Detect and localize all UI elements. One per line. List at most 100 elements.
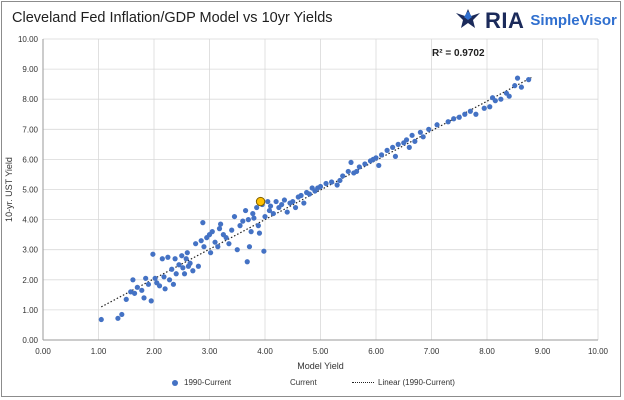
data-point	[156, 283, 163, 289]
data-point	[181, 271, 188, 277]
x-tick-labels: 0.00 1.00 2.00 3.00 4.00 5.00 6.00 7.00 8.00 9.00…	[35, 347, 608, 356]
data-point	[169, 266, 175, 272]
data-point	[152, 275, 158, 281]
data-point	[123, 296, 129, 302]
data-point	[139, 287, 145, 293]
legend-item-1990-current: 1990-Current	[172, 378, 231, 387]
data-point	[201, 244, 207, 250]
data-point	[395, 141, 401, 147]
data-point	[409, 132, 415, 138]
data-point	[223, 235, 229, 241]
data-point	[473, 111, 479, 117]
logo-subtext: SimpleVisor	[530, 12, 617, 29]
data-point	[384, 147, 390, 153]
data-point	[159, 256, 165, 262]
legend-label-linear: Linear (1990-Current)	[378, 378, 455, 387]
data-point	[244, 259, 250, 265]
data-point	[426, 126, 432, 132]
data-point	[518, 84, 525, 90]
data-point	[245, 217, 251, 223]
data-point	[392, 153, 399, 159]
current-point-group	[255, 196, 266, 207]
data-point	[234, 247, 240, 253]
y-tick-label: 10.00	[18, 35, 39, 44]
data-point	[226, 241, 232, 247]
data-point	[250, 210, 256, 217]
data-point	[403, 137, 410, 143]
data-point	[176, 262, 182, 268]
data-point	[323, 180, 329, 187]
data-point	[284, 209, 290, 215]
data-point	[170, 281, 177, 287]
data-point	[218, 221, 224, 227]
data-point	[150, 251, 156, 257]
data-point	[487, 104, 493, 110]
data-point	[378, 152, 385, 158]
x-tick-label: 4.00	[257, 347, 273, 356]
data-points	[98, 75, 532, 323]
data-point	[462, 111, 468, 117]
legend-label-series: 1990-Current	[184, 378, 232, 387]
data-point	[417, 129, 423, 135]
data-point	[279, 201, 285, 208]
x-tick-label: 0.00	[35, 347, 51, 356]
data-point	[208, 250, 214, 256]
data-point	[329, 179, 335, 185]
data-point	[514, 75, 521, 81]
eagle-icon	[455, 7, 481, 34]
data-point	[248, 229, 254, 235]
data-point	[216, 226, 223, 232]
data-point	[240, 218, 246, 224]
data-point	[166, 277, 173, 283]
data-point	[190, 268, 196, 274]
y-tick-label: 3.00	[22, 246, 38, 255]
r-squared-annotation: R² = 0.9702	[432, 48, 485, 59]
data-point	[345, 168, 351, 175]
data-point	[356, 164, 362, 170]
data-point	[98, 316, 104, 323]
y-tick-label: 7.00	[22, 125, 38, 134]
y-tick-label: 9.00	[22, 65, 38, 74]
data-point	[115, 315, 121, 321]
data-point	[370, 156, 376, 162]
data-point	[134, 284, 140, 290]
data-point	[340, 173, 346, 179]
data-point	[267, 203, 274, 209]
y-axis-label: 10-yr. UST Yield	[4, 157, 14, 222]
data-point	[179, 253, 185, 259]
data-point	[337, 177, 343, 184]
data-point	[456, 114, 462, 120]
data-point	[172, 256, 178, 262]
x-axis-label: Model Yield	[297, 361, 344, 371]
data-point	[420, 134, 426, 140]
data-point	[270, 210, 276, 217]
data-point	[489, 95, 496, 101]
legend-item-current: Current	[290, 378, 317, 387]
data-point	[434, 122, 440, 128]
data-point	[445, 119, 451, 125]
data-point	[451, 116, 457, 122]
data-point	[209, 229, 215, 235]
data-point	[334, 182, 340, 188]
current-point	[255, 196, 266, 207]
data-point	[265, 198, 271, 205]
x-tick-label: 5.00	[313, 347, 329, 356]
data-point	[281, 197, 288, 203]
data-point	[184, 250, 190, 256]
data-point	[195, 263, 201, 269]
logo-text: RIA	[485, 7, 525, 33]
data-point	[119, 311, 125, 318]
legend-label-current: Current	[290, 378, 317, 387]
data-point	[180, 265, 186, 271]
data-point	[198, 238, 204, 244]
data-point	[193, 241, 199, 247]
data-point	[143, 275, 149, 281]
y-tick-label: 0.00	[22, 336, 38, 345]
data-point	[237, 223, 243, 229]
data-point	[292, 204, 299, 211]
data-point	[162, 286, 168, 292]
data-point	[254, 204, 260, 211]
data-point	[212, 239, 218, 245]
data-point	[353, 168, 360, 175]
data-point	[526, 77, 532, 83]
